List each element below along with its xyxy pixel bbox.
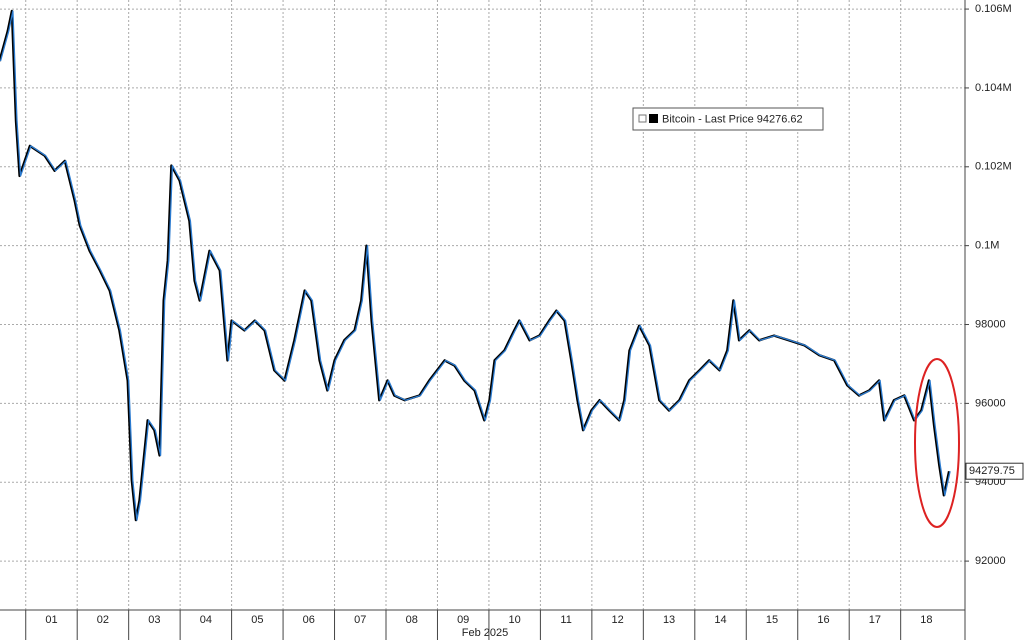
x-tick-label: 06 [303, 614, 315, 626]
x-tick-label: 11 [560, 614, 571, 626]
x-tick-label: 02 [97, 614, 109, 626]
x-axis-label: Feb 2025 [462, 627, 508, 639]
x-tick-label: 05 [251, 614, 263, 626]
x-tick-label: 12 [611, 614, 623, 626]
y-tick-label: 0.104M [975, 82, 1012, 94]
y-tick-label: 0.102M [975, 161, 1012, 173]
x-tick-label: 04 [200, 614, 212, 626]
last-price-box [965, 462, 1024, 480]
x-tick-label: 09 [457, 614, 469, 626]
x-tick-label: 03 [148, 614, 160, 626]
highlight-ellipse [914, 358, 960, 528]
legend-box [632, 107, 824, 131]
line [0, 10, 951, 521]
last-price-label: 94279.75 [969, 465, 1015, 477]
legend: Bitcoin - Last Price 94276.62 [632, 107, 824, 131]
plot [0, 9, 951, 522]
grid [0, 0, 965, 610]
x-tick-label: 15 [766, 614, 778, 626]
x-tick-label: 17 [869, 614, 881, 626]
x-tick-label: 07 [354, 614, 366, 626]
x-tick-label: 13 [663, 614, 675, 626]
x-tick-label: 18 [920, 614, 932, 626]
y-tick-label: 0.106M [975, 3, 1012, 15]
y-tick-label: 96000 [975, 397, 1006, 409]
x-tick-label: 14 [714, 614, 726, 626]
x-tick-label: 08 [406, 614, 418, 626]
x-tick-label: 10 [509, 614, 521, 626]
y-tick-label: 98000 [975, 318, 1006, 330]
y-tick-label: 0.1M [975, 240, 999, 252]
legend-label: Bitcoin - Last Price 94276.62 [662, 113, 803, 125]
legend-icon [638, 114, 647, 123]
x-tick-label: 16 [817, 614, 829, 626]
y-tick-label: 92000 [975, 555, 1006, 567]
x-tick-label: 01 [45, 614, 57, 626]
legend-swatch [649, 114, 658, 123]
